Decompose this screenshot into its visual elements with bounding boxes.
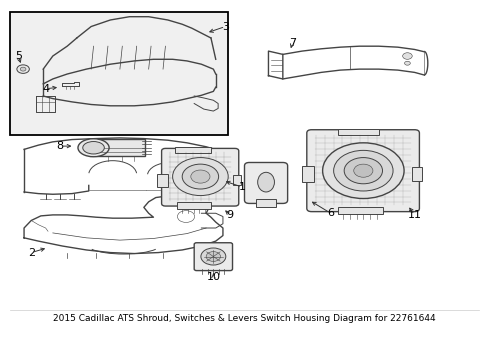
FancyBboxPatch shape	[194, 243, 232, 271]
Circle shape	[206, 252, 220, 261]
Circle shape	[190, 170, 209, 183]
Text: 2015 Cadillac ATS Shroud, Switches & Levers Switch Housing Diagram for 22761644: 2015 Cadillac ATS Shroud, Switches & Lev…	[53, 314, 435, 323]
Text: 1: 1	[238, 182, 245, 192]
Circle shape	[322, 143, 403, 198]
Text: 9: 9	[226, 210, 233, 220]
Circle shape	[182, 164, 218, 189]
Circle shape	[17, 65, 29, 73]
Bar	[411, 167, 421, 181]
Text: 7: 7	[288, 38, 295, 48]
Bar	[175, 147, 210, 153]
Ellipse shape	[257, 172, 274, 192]
FancyBboxPatch shape	[161, 148, 238, 206]
Bar	[10, 12, 227, 135]
Text: 4: 4	[42, 84, 49, 94]
Circle shape	[333, 150, 392, 191]
Bar	[232, 175, 241, 185]
Text: 8: 8	[56, 141, 63, 151]
Circle shape	[344, 158, 382, 184]
Text: 10: 10	[206, 272, 220, 282]
Bar	[255, 198, 275, 207]
Bar	[157, 174, 167, 187]
Bar	[337, 207, 383, 214]
Text: 2: 2	[28, 248, 35, 257]
Text: 3: 3	[222, 22, 228, 32]
Bar	[337, 129, 378, 135]
Ellipse shape	[78, 139, 109, 157]
Text: 11: 11	[407, 210, 421, 220]
Circle shape	[20, 67, 26, 71]
FancyBboxPatch shape	[306, 130, 419, 212]
Circle shape	[402, 53, 411, 59]
Bar	[302, 166, 313, 182]
Circle shape	[201, 248, 225, 265]
Text: 5: 5	[15, 51, 22, 61]
Bar	[177, 202, 210, 209]
Ellipse shape	[82, 141, 104, 154]
FancyBboxPatch shape	[244, 162, 287, 203]
Text: 6: 6	[326, 208, 334, 218]
Circle shape	[404, 61, 409, 65]
Circle shape	[172, 158, 228, 195]
Bar	[97, 139, 145, 156]
Circle shape	[353, 164, 372, 177]
